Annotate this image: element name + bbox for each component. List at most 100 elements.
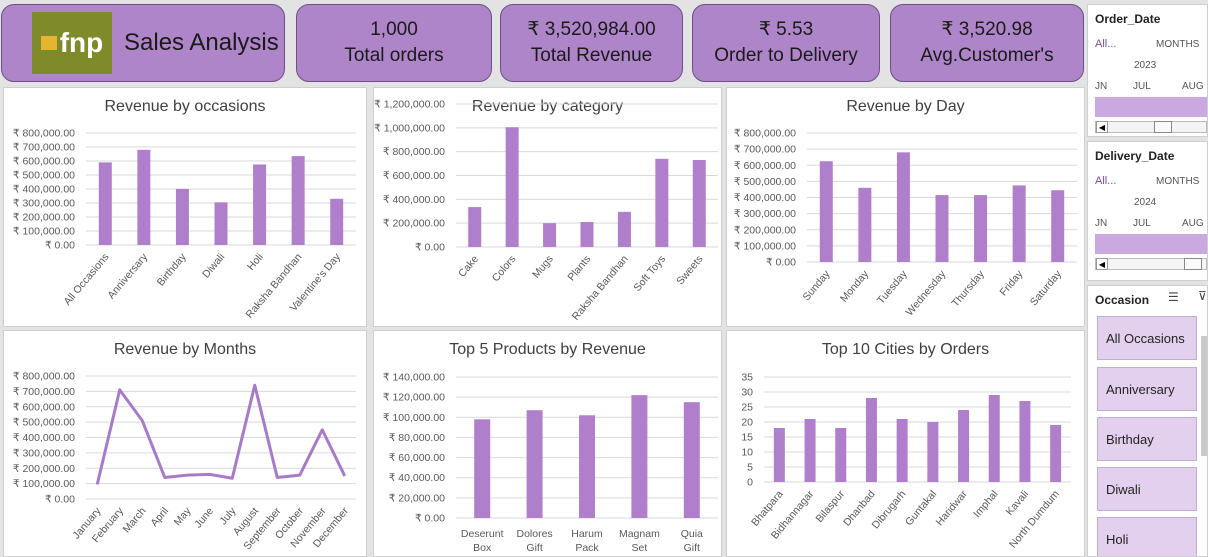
timeline-selection-bar[interactable]	[1095, 234, 1207, 254]
y-tick-label: ₹ 200,000.00	[13, 463, 75, 475]
bar-diwali	[214, 202, 228, 245]
chart-svg: 05101520253035BhatparaBidhannagarBilaspu…	[741, 372, 1071, 550]
occasion-item[interactable]: Anniversary	[1097, 367, 1197, 411]
timeline-scrollbar[interactable]: ◀	[1095, 121, 1207, 133]
month-label: JUL	[1133, 218, 1151, 229]
kpi-label: Avg.Customer's	[920, 45, 1054, 66]
y-tick-label: ₹ 500,000.00	[13, 417, 75, 429]
y-tick-label: ₹ 400,000.00	[383, 194, 445, 206]
bar-soft-toys	[655, 158, 669, 247]
x-tick-label: Haridwar	[934, 488, 971, 528]
year-label: 2024	[1134, 197, 1157, 208]
y-tick-label: ₹ 0.00	[415, 242, 445, 254]
bar-monday	[858, 187, 872, 262]
y-tick-label: ₹ 100,000.00	[13, 478, 75, 490]
bar-deserunt-box	[474, 419, 491, 518]
series-line	[95, 383, 347, 485]
occasion-slicer[interactable]: Occasion ☰ ⊽ All Occasions Anniversary B…	[1087, 285, 1208, 557]
dashboard-title: Sales Analysis	[124, 29, 279, 56]
y-tick-label: ₹ 140,000.00	[383, 372, 445, 384]
kpi-label: Total orders	[344, 45, 444, 66]
bar-guntakal	[927, 422, 939, 482]
timeline-scrollbar[interactable]: ◀	[1095, 258, 1207, 270]
scrollbar-thumb[interactable]	[1184, 258, 1202, 270]
bar-dhanbad	[865, 398, 877, 482]
order-date-slicer[interactable]: Order_Date All... MONTHS 2023 JN JUL AUG…	[1087, 4, 1208, 137]
y-tick-label: ₹ 300,000.00	[13, 198, 75, 210]
y-tick-label: ₹ 0.00	[415, 513, 445, 525]
y-tick-label: ₹ 0.00	[45, 494, 75, 506]
y-tick-label: ₹ 300,000.00	[734, 208, 796, 220]
bar-dibrugarh	[896, 419, 908, 482]
x-tick-label-line: Set	[632, 542, 648, 554]
slicer-all-link[interactable]: All...	[1095, 175, 1117, 187]
y-tick-label: ₹ 100,000.00	[734, 240, 796, 252]
bar-haridwar	[958, 410, 970, 482]
clear-filter-icon[interactable]: ⊽	[1198, 289, 1207, 303]
chart-title: Revenue by category	[471, 98, 624, 115]
x-tick-label: Deserunt Box	[461, 528, 504, 554]
chart-revenue-by-months: Revenue by Months ₹ 0.00 ₹ 100,000.00 ₹ 20…	[3, 330, 367, 557]
chart-top-products: Top 5 Products by Revenue ₹ 0.00 ₹ 20,000…	[373, 330, 722, 557]
fnp-logo: fnp	[32, 12, 112, 74]
bar-kavali	[1019, 401, 1031, 482]
chart-title: Revenue by Day	[846, 98, 965, 115]
x-tick-label: Imphal	[971, 488, 1000, 520]
bar-plants	[580, 221, 594, 247]
chart-revenue-by-category: Revenue by category ₹ 0.00 ₹ 200,000.00 ₹ …	[373, 87, 722, 327]
x-tick-label: Thursday	[950, 268, 988, 310]
x-tick-label: Birthday	[155, 251, 189, 289]
y-tick-label: ₹ 200,000.00	[13, 212, 75, 224]
kpi-order-to-delivery: ₹ 5.53 Order to Delivery	[692, 4, 880, 82]
x-tick-label: Tuesday	[875, 268, 910, 307]
multi-select-icon[interactable]: ☰	[1168, 290, 1179, 304]
bar-anniversary	[137, 149, 151, 245]
y-tick-label: 20	[741, 417, 753, 429]
x-tick-label-line: Harum	[571, 528, 603, 540]
bar-saturday	[1051, 190, 1065, 262]
scroll-left-icon[interactable]: ◀	[1096, 121, 1108, 133]
y-tick-label: 25	[741, 402, 753, 414]
slicer-all-link[interactable]: All...	[1095, 38, 1117, 50]
scrollbar-thumb[interactable]	[1154, 121, 1172, 133]
chart-title: Revenue by occasions	[104, 98, 266, 115]
logo-text: fnp	[59, 27, 104, 58]
x-tick-label-line: Quia	[681, 528, 703, 540]
time-level-dropdown[interactable]: MONTHS	[1156, 176, 1200, 187]
bar-magnam-set	[631, 395, 648, 518]
y-tick-label: ₹ 400,000.00	[13, 184, 75, 196]
chart-svg: ₹ 0.00 ₹ 200,000.00 ₹ 400,000.00 ₹ 600,000.…	[374, 99, 718, 323]
y-tick-label: ₹ 300,000.00	[13, 447, 75, 459]
bar-raksha-bandhan	[617, 211, 631, 247]
bar-bidhannagar	[804, 419, 816, 482]
kpi-avg-customer: ₹ 3,520.98 Avg.Customer's	[890, 4, 1084, 82]
slicer-scrollbar[interactable]	[1201, 336, 1207, 456]
x-tick-label: Friday	[997, 268, 1025, 299]
x-tick-label-line: Pack	[575, 542, 599, 554]
bar-cake	[468, 207, 482, 247]
delivery-date-slicer[interactable]: Delivery_Date All... MONTHS 2024 JN JUL …	[1087, 141, 1208, 281]
x-tick-label: Kavali	[1004, 488, 1032, 518]
kpi-value: ₹ 3,520.98	[941, 19, 1033, 40]
year-label: 2023	[1134, 60, 1157, 71]
bar-holi	[253, 164, 267, 245]
y-tick-label: 5	[747, 462, 753, 474]
bar-imphal	[988, 395, 1000, 482]
y-tick-label: ₹ 1,200,000.00	[374, 99, 445, 111]
y-tick-label: ₹ 100,000.00	[13, 226, 75, 238]
bar-sweets	[692, 160, 706, 247]
y-tick-label: 10	[741, 447, 753, 459]
occasion-item[interactable]: Diwali	[1097, 467, 1197, 511]
kpi-label: Order to Delivery	[714, 45, 858, 66]
bar-birthday	[175, 189, 189, 245]
occasion-item[interactable]: All Occasions	[1097, 316, 1197, 360]
y-tick-label: ₹ 200,000.00	[383, 218, 445, 230]
scroll-left-icon[interactable]: ◀	[1096, 258, 1108, 270]
time-level-dropdown[interactable]: MONTHS	[1156, 39, 1200, 50]
occasion-item[interactable]: Birthday	[1097, 417, 1197, 461]
occasion-item[interactable]: Holi	[1097, 517, 1197, 556]
timeline-selection-bar[interactable]	[1095, 97, 1207, 117]
x-tick-label: Wednesday	[904, 268, 949, 319]
y-tick-label: 15	[741, 432, 753, 444]
bar-friday	[1012, 185, 1026, 262]
